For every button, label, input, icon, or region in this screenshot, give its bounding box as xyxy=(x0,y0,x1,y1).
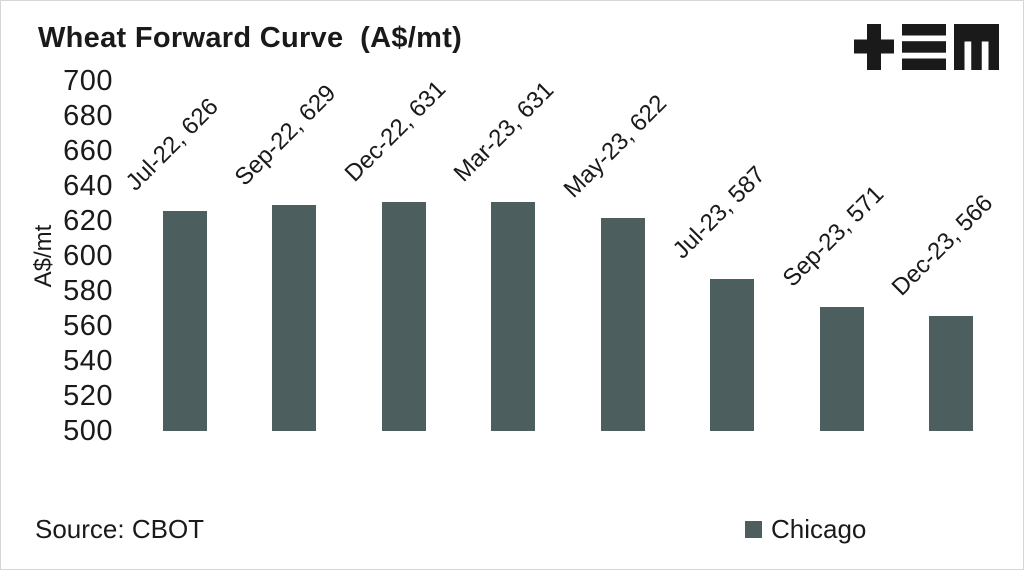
legend-label-chicago: Chicago xyxy=(771,514,867,544)
m-glyph-icon xyxy=(954,24,999,70)
data-label-mar-23: Mar-23, 631 xyxy=(448,76,560,188)
y-tick-label: 500 xyxy=(63,415,113,447)
y-tick-label: 700 xyxy=(63,65,113,97)
bar-sep-22 xyxy=(272,205,317,431)
tem-logo xyxy=(854,24,999,70)
bar-may-23 xyxy=(600,217,645,431)
bar-jul-22 xyxy=(163,210,207,431)
bar-dec-23 xyxy=(929,315,973,431)
data-label-jul-22: Jul-22, 626 xyxy=(120,93,224,197)
y-tick-label: 560 xyxy=(63,310,113,342)
y-tick-label: 680 xyxy=(63,100,113,132)
triple-bar-icon xyxy=(902,24,946,70)
y-tick-label: 520 xyxy=(63,380,113,412)
data-label-sep-22: Sep-22, 629 xyxy=(230,79,342,191)
legend-swatch-chicago xyxy=(745,521,762,538)
chart-title: Wheat Forward Curve (A$/mt) xyxy=(38,22,463,54)
y-tick-label: 580 xyxy=(63,275,113,307)
y-tick-label: 660 xyxy=(63,135,113,167)
data-label-dec-23: Dec-23, 566 xyxy=(886,189,999,302)
source-note: Source: CBOT xyxy=(35,514,205,544)
data-label-jul-23: Jul-23, 587 xyxy=(667,161,771,265)
bar-dec-22 xyxy=(381,201,426,431)
data-label-dec-22: Dec-22, 631 xyxy=(339,75,452,188)
y-tick-label: 620 xyxy=(63,205,113,237)
bar-jul-23 xyxy=(710,278,755,431)
bar-sep-23 xyxy=(819,306,864,431)
plus-icon xyxy=(854,24,894,70)
y-tick-label: 540 xyxy=(63,345,113,377)
legend: Chicago xyxy=(745,514,866,545)
data-label-may-23: May-23, 622 xyxy=(558,89,672,204)
data-label-sep-23: Sep-23, 571 xyxy=(777,180,889,293)
y-tick-label: 600 xyxy=(63,240,113,272)
bar-mar-23 xyxy=(491,201,536,431)
y-tick-label: 640 xyxy=(63,170,113,202)
